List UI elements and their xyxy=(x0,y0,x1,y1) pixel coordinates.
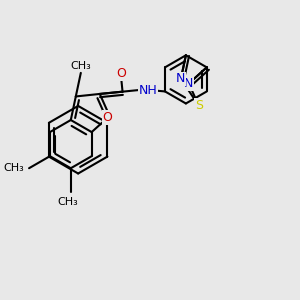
Text: CH₃: CH₃ xyxy=(3,163,24,173)
Text: N: N xyxy=(184,77,194,90)
Text: S: S xyxy=(195,99,203,112)
Text: O: O xyxy=(116,67,126,80)
Text: CH₃: CH₃ xyxy=(58,197,78,207)
Text: N: N xyxy=(176,72,186,86)
Text: CH₃: CH₃ xyxy=(70,61,91,71)
Text: NH: NH xyxy=(138,84,157,98)
Text: O: O xyxy=(103,111,112,124)
